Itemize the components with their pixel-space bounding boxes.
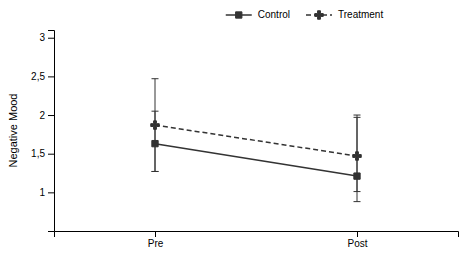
y-tick-label: 1,5 [31,148,45,159]
y-tick: 1,5 [31,148,54,159]
chart: 1 1,5 2 2,5 3 Pre Post Negative Mood Control Trea… [0,0,474,259]
y-tick-mark [48,76,54,77]
x-axis-line [55,232,459,238]
legend-symbol [236,12,242,18]
y-tick: 2 [39,110,54,121]
y-axis: 1 1,5 2 2,5 3 [31,31,54,232]
marker [151,121,159,129]
x-axis: Pre Post [55,231,459,249]
error-bar [152,111,159,171]
y-tick-label: 2 [39,110,45,121]
plot-area [151,79,361,202]
legend-label: Treatment [338,9,383,20]
x-tick: Pre [148,231,164,249]
y-tick-label: 2,5 [31,71,45,82]
legend: Control Treatment [226,9,384,20]
line [155,125,357,156]
y-tick: 3 [39,32,54,43]
legend-symbol [315,11,323,19]
legend-label: Control [258,9,290,20]
y-axis-title: Negative Mood [7,94,19,168]
series [151,111,361,201]
series [152,79,361,192]
x-tick-label: Pre [148,238,164,249]
x-tick-mark [155,231,156,237]
x-tick-label: Post [347,238,367,249]
x-tick: Post [347,231,367,249]
error-bar [354,115,361,202]
y-tick: 2,5 [31,71,54,82]
y-tick-label: 1 [39,187,45,198]
y-tick-mark [48,115,54,116]
y-axis-line [48,31,55,232]
y-tick-mark [48,192,54,193]
x-tick-mark [357,231,358,237]
y-tick: 1 [39,187,54,198]
marker [353,152,361,160]
line [155,144,357,176]
y-tick-mark [48,38,54,39]
legend-item: Treatment [306,9,383,20]
y-tick-mark [48,154,54,155]
y-tick-label: 3 [39,32,45,43]
error-bar [152,79,159,172]
legend-item: Control [226,9,290,20]
